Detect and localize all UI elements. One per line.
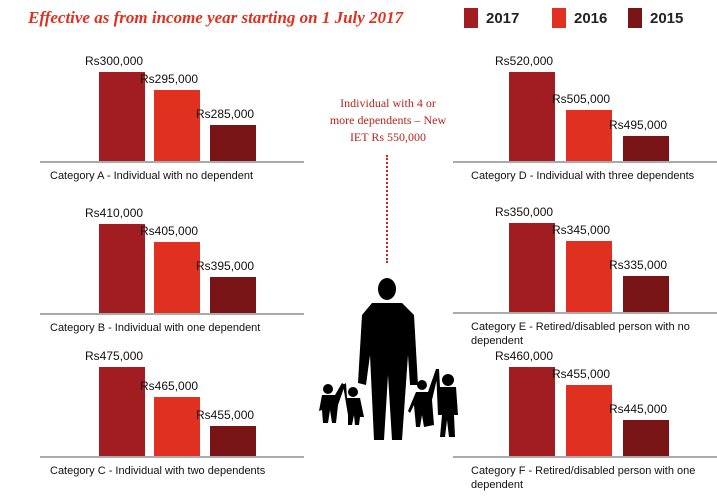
bar-2017	[99, 367, 145, 456]
chart-title: Effective as from income year starting o…	[28, 8, 404, 27]
bar-2015	[623, 276, 669, 312]
bar-2017	[99, 72, 145, 161]
bar-2017	[99, 224, 145, 313]
chart-panel-c: Rs475,000 Rs465,000 Rs455,000 Category C - …	[40, 346, 304, 496]
chart-panel-d: Rs520,000 Rs505,000 Rs495,000 Category D - …	[453, 51, 717, 201]
legend-swatch-2016	[552, 8, 566, 28]
category-label: Category B - Individual with one depende…	[50, 322, 261, 334]
data-label: Rs335,000	[609, 258, 668, 273]
bar-2015	[623, 420, 669, 456]
data-label: Rs455,000	[196, 408, 255, 423]
data-label: Rs405,000	[140, 223, 199, 238]
chart-panel-e: Rs350,000 Rs345,000 Rs335,000 Category E - …	[453, 202, 717, 352]
legend-label: 2016	[574, 9, 608, 27]
bar-2017	[509, 223, 555, 312]
data-label: Rs465,000	[140, 378, 199, 393]
baseline	[40, 313, 304, 315]
data-label: Rs295,000	[140, 71, 199, 86]
legend-label: 2015	[650, 9, 684, 27]
data-label: Rs410,000	[85, 206, 144, 220]
data-label: Rs505,000	[552, 92, 611, 107]
family-silhouette-icon	[319, 278, 458, 440]
chart-panel-b: Rs410,000 Rs405,000 Rs395,000 Category B - …	[40, 203, 304, 353]
baseline	[453, 456, 717, 458]
legend-swatch-2017	[464, 8, 478, 28]
data-label: Rs445,000	[609, 402, 668, 417]
data-label: Rs300,000	[85, 54, 144, 68]
chart-panel-a: Rs300,000 Rs295,000 Rs285,000 Category A - …	[40, 51, 304, 201]
chart-panel-f: Rs460,000 Rs455,000 Rs445,000 Category F - …	[453, 346, 717, 496]
data-label: Rs455,000	[552, 366, 611, 381]
baseline	[453, 161, 717, 163]
baseline	[40, 161, 304, 163]
legend-label: 2017	[486, 9, 520, 27]
bar-2016	[566, 240, 612, 312]
bar-2016	[154, 396, 200, 456]
data-label: Rs520,000	[495, 54, 554, 68]
bar-2015	[210, 277, 256, 313]
baseline	[453, 312, 717, 314]
bar-2015	[210, 125, 256, 161]
bar-2015	[210, 426, 256, 456]
category-label: Category C - Individual with two depende…	[50, 465, 266, 477]
data-label: Rs475,000	[85, 349, 144, 363]
bar-2017	[509, 72, 555, 161]
bar-2016	[154, 89, 200, 161]
data-label: Rs460,000	[495, 349, 554, 363]
legend-swatch-2015	[628, 8, 642, 28]
four-dependents-note: Individual with 4 or more dependents – N…	[329, 96, 447, 144]
legend-2016: 2016	[552, 8, 607, 28]
category-label: Category E - Retired/disabled person wit…	[471, 321, 690, 347]
category-label: Category A - Individual with no dependen…	[50, 170, 254, 182]
bar-2016	[154, 241, 200, 313]
bar-2015	[623, 135, 669, 161]
data-label: Rs395,000	[196, 259, 255, 274]
baseline	[40, 456, 304, 458]
bar-2016	[566, 384, 612, 456]
data-label: Rs495,000	[609, 117, 668, 132]
data-label: Rs350,000	[495, 205, 554, 219]
data-label: Rs345,000	[552, 222, 611, 237]
category-label: Category F - Retired/disabled person wit…	[471, 465, 696, 491]
legend-2015: 2015	[628, 8, 683, 28]
bar-2017	[509, 367, 555, 456]
dotted-connector	[386, 155, 388, 263]
data-label: Rs285,000	[196, 107, 255, 122]
bar-2016	[566, 110, 612, 161]
legend-2017: 2017	[464, 8, 519, 28]
category-label: Category D - Individual with three depen…	[471, 170, 695, 182]
